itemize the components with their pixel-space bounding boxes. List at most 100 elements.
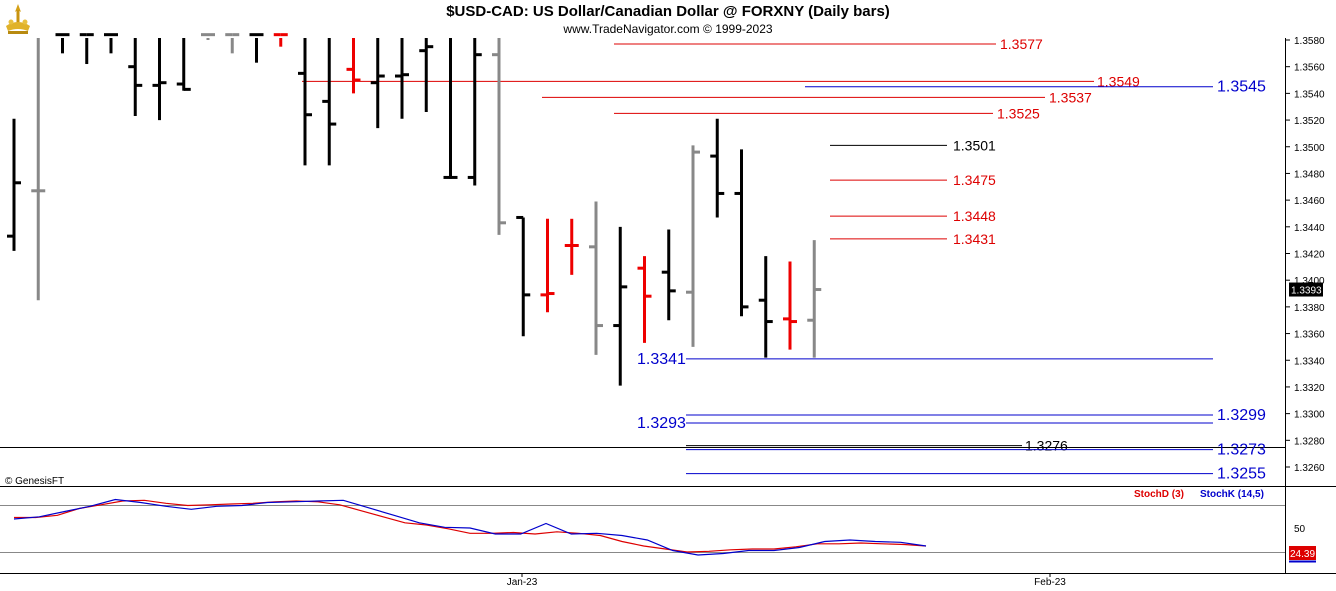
legend-stoch-k: StochK (14,5) [1200,489,1264,500]
ohlc-bar [298,38,312,166]
price-tick-label: 1.3400 [1294,276,1325,287]
level-label: 1.3545 [1217,79,1266,96]
price-tick-label: 1.3560 [1294,63,1325,74]
ohlc-bar [443,38,458,179]
level-line-1-3525: 1.3525 [614,105,1040,121]
level-line-1-3255: 1.3255 [686,466,1266,483]
price-tick-label: 1.3380 [1294,303,1325,314]
level-line-1-3501: 1.3501 [830,137,996,153]
level-label: 1.3525 [997,105,1040,121]
ohlc-bar [79,33,94,65]
level-line-1-3273: 1.3273 [686,442,1266,459]
chart-header: $USD-CAD: US Dollar/Canadian Dollar @ FO… [0,0,1336,38]
level-label: 1.3549 [1097,73,1140,89]
stoch-last-badge [1289,546,1316,560]
level-line-1-3545: 1.3545 [805,79,1266,96]
date-tick-label: Feb-23 [1034,577,1066,588]
ohlc-bar [661,229,676,321]
ohlc-bar [225,33,240,54]
level-label: 1.3276 [1025,438,1068,454]
price-tick-label: 1.3360 [1294,330,1325,341]
level-label: 1.3577 [1000,36,1043,52]
stoch-last-label: 24.39 [1290,549,1315,560]
level-label: 1.3537 [1049,89,1092,105]
ohlc-bar [686,145,700,347]
ohlc-bar [516,215,531,337]
level-line-1-3341: 1.3341 [637,351,1213,368]
ohlc-bar [395,38,409,119]
price-tick-label: 1.3580 [1294,36,1325,47]
legend-stoch-d: StochD (3) [1134,489,1184,500]
ohlc-bar [128,38,143,117]
ohlc-bar [589,201,603,355]
ohlc-bar [55,33,70,54]
ohlc-bar [201,33,215,40]
ohlc-bar [31,38,46,301]
level-label: 1.3255 [1217,466,1266,483]
level-line-1-3448: 1.3448 [830,208,996,224]
level-label: 1.3341 [637,351,686,368]
chart-subtitle: www.TradeNavigator.com © 1999-2023 [563,22,773,36]
date-tick-label: Jan-23 [507,577,538,588]
price-tick-label: 1.3480 [1294,169,1325,180]
price-tick-label: 1.3460 [1294,196,1325,207]
last-price-badge [1289,282,1323,297]
price-tick-label: 1.3260 [1294,463,1325,474]
ohlc-bar [273,33,288,47]
price-bars [7,33,822,386]
ohlc-bar [346,38,361,94]
level-label: 1.3431 [953,231,996,247]
stochastic-panel: 50 StochD (3) StochK (14,5) 24.39 [0,489,1316,563]
level-label: 1.3501 [953,137,996,153]
ohlc-bar [467,38,482,186]
ohlc-bar [104,33,118,54]
price-tick-label: 1.3320 [1294,383,1325,394]
level-line-1-3537: 1.3537 [542,89,1092,105]
price-tick-label: 1.3540 [1294,89,1325,100]
ohlc-bar [540,218,555,313]
chart-title: $USD-CAD: US Dollar/Canadian Dollar @ FO… [446,3,890,20]
level-label: 1.3273 [1217,442,1266,459]
ohlc-bar [176,38,191,91]
stoch-tick-label: 50 [1294,524,1306,535]
level-label: 1.3299 [1217,407,1266,424]
ohlc-bar [783,261,797,350]
ohlc-bar [710,118,725,218]
ohlc-bar [734,149,749,317]
ohlc-bar [807,240,822,358]
stoch-line-d [14,499,927,553]
price-tick-label: 1.3440 [1294,223,1325,234]
level-label: 1.3293 [637,415,686,432]
date-axis: Jan-23 Feb-23 [507,573,1066,588]
ohlc-bar [152,38,167,121]
ohlc-bar [492,38,506,235]
level-line-1-3293: 1.3293 [637,415,1213,432]
level-label: 1.3448 [953,208,996,224]
level-label: 1.3475 [953,172,996,188]
level-line-1-3431: 1.3431 [830,231,996,247]
ohlc-bar [249,33,264,63]
ohlc-bar [370,38,385,129]
stoch-line-k [13,498,927,556]
ohlc-bar [322,38,337,166]
ohlc-bar [613,226,628,386]
last-price-label: 1.3393 [1291,286,1322,297]
level-line-1-3577: 1.3577 [614,36,1043,52]
gold-logo-icon [6,4,30,34]
price-axis: 1.3580 1.3560 1.3540 1.3520 1.3500 1.3480 1.34… [1285,36,1325,474]
price-tick-label: 1.3420 [1294,250,1325,261]
price-tick-label: 1.3340 [1294,356,1325,367]
price-tick-label: 1.3520 [1294,116,1325,127]
price-tick-label: 1.3500 [1294,143,1325,154]
ohlc-bar [564,218,579,275]
level-line-1-3299: 1.3299 [686,407,1266,424]
level-line-1-3549: 1.3549 [302,73,1140,89]
price-tick-label: 1.3280 [1294,436,1325,447]
ohlc-bar [7,118,21,251]
ohlc-bar [637,256,652,343]
level-line-1-3475: 1.3475 [830,172,996,188]
ohlc-bar [758,256,773,358]
price-tick-label: 1.3300 [1294,410,1325,421]
